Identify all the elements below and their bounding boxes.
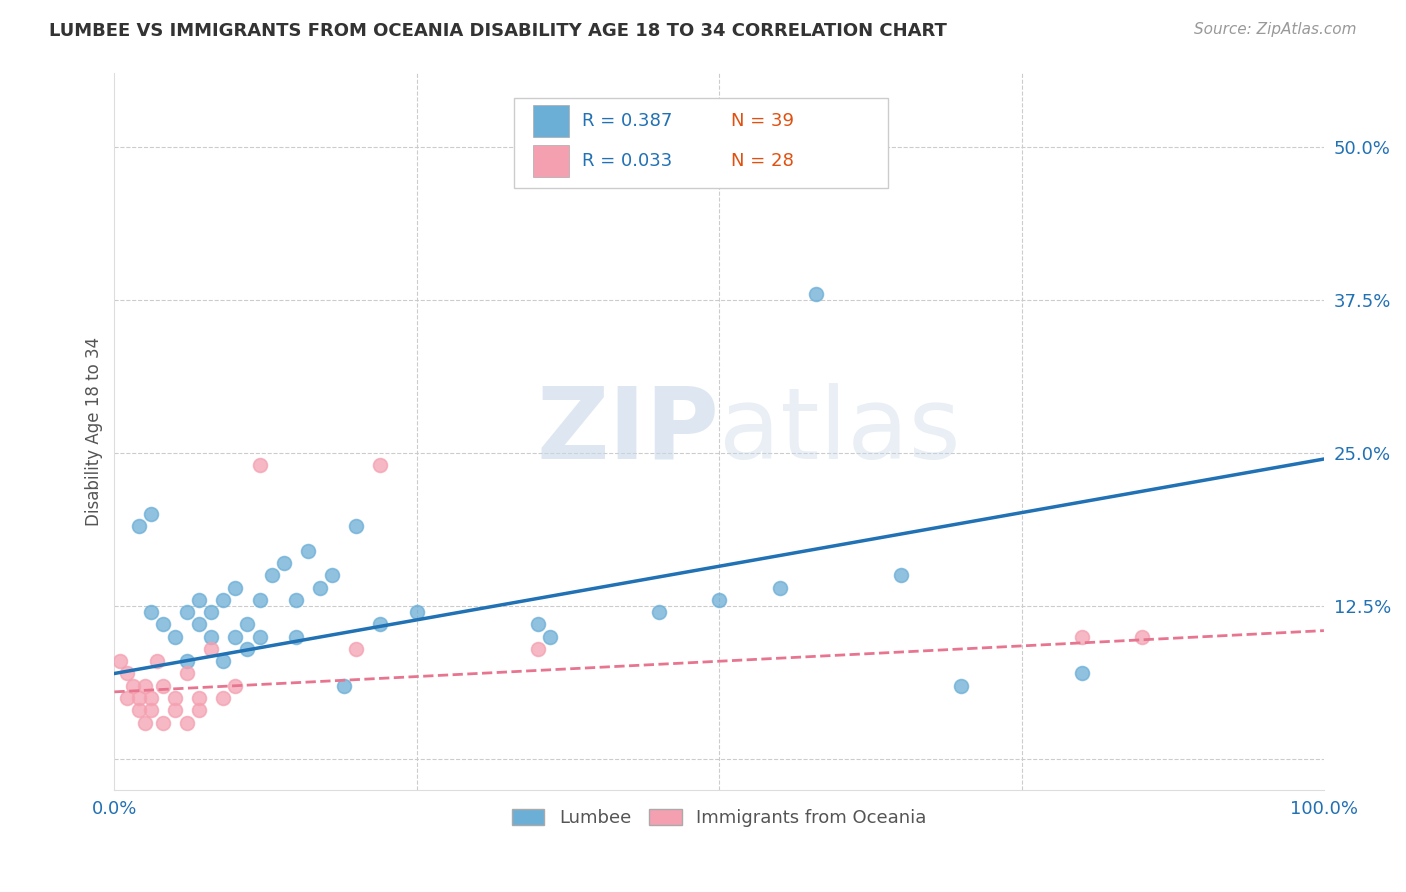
Point	[1132, 630, 1154, 644]
Point	[1071, 666, 1094, 681]
Point	[224, 679, 246, 693]
Text: R = 0.387: R = 0.387	[582, 112, 673, 130]
Point	[273, 556, 295, 570]
Text: atlas: atlas	[718, 383, 960, 480]
Point	[139, 605, 162, 619]
Point	[236, 617, 259, 632]
Point	[115, 691, 138, 706]
Point	[128, 691, 150, 706]
Point	[284, 630, 307, 644]
Point	[890, 568, 912, 582]
Point	[212, 691, 235, 706]
Point	[176, 666, 198, 681]
Legend: Lumbee, Immigrants from Oceania: Lumbee, Immigrants from Oceania	[505, 802, 934, 835]
Point	[128, 519, 150, 533]
Point	[176, 715, 198, 730]
Point	[284, 593, 307, 607]
Point	[707, 593, 730, 607]
Text: LUMBEE VS IMMIGRANTS FROM OCEANIA DISABILITY AGE 18 TO 34 CORRELATION CHART: LUMBEE VS IMMIGRANTS FROM OCEANIA DISABI…	[49, 22, 948, 40]
Point	[152, 617, 174, 632]
Text: N = 28: N = 28	[731, 152, 794, 169]
Point	[176, 654, 198, 668]
Point	[128, 703, 150, 717]
Point	[134, 679, 156, 693]
Text: N = 39: N = 39	[731, 112, 794, 130]
Point	[188, 617, 211, 632]
Point	[769, 581, 792, 595]
Point	[321, 568, 343, 582]
Point	[134, 715, 156, 730]
Point	[224, 630, 246, 644]
Point	[538, 630, 561, 644]
Point	[333, 679, 356, 693]
Point	[188, 691, 211, 706]
Point	[370, 458, 392, 472]
Point	[152, 715, 174, 730]
Point	[212, 654, 235, 668]
Point	[344, 642, 367, 657]
Point	[526, 642, 548, 657]
Point	[200, 630, 222, 644]
FancyBboxPatch shape	[533, 105, 569, 137]
Point	[249, 593, 271, 607]
Y-axis label: Disability Age 18 to 34: Disability Age 18 to 34	[86, 337, 103, 526]
Point	[176, 605, 198, 619]
Point	[249, 458, 271, 472]
Point	[405, 605, 427, 619]
Point	[647, 605, 669, 619]
Text: ZIP: ZIP	[536, 383, 718, 480]
Text: Source: ZipAtlas.com: Source: ZipAtlas.com	[1194, 22, 1357, 37]
Point	[145, 654, 167, 668]
Point	[1071, 630, 1094, 644]
Point	[139, 507, 162, 521]
Point	[297, 544, 319, 558]
Point	[212, 593, 235, 607]
Point	[344, 519, 367, 533]
Point	[110, 654, 132, 668]
Point	[188, 703, 211, 717]
Point	[121, 679, 143, 693]
Text: R = 0.033: R = 0.033	[582, 152, 672, 169]
Point	[139, 691, 162, 706]
Point	[370, 617, 392, 632]
Point	[309, 581, 332, 595]
Point	[804, 286, 827, 301]
Point	[224, 581, 246, 595]
Point	[526, 617, 548, 632]
Point	[152, 679, 174, 693]
Point	[950, 679, 973, 693]
FancyBboxPatch shape	[513, 98, 889, 187]
Point	[163, 703, 186, 717]
Point	[163, 630, 186, 644]
Point	[200, 642, 222, 657]
Point	[200, 605, 222, 619]
Point	[260, 568, 283, 582]
FancyBboxPatch shape	[533, 145, 569, 177]
Point	[115, 666, 138, 681]
Point	[188, 593, 211, 607]
Point	[139, 703, 162, 717]
Point	[236, 642, 259, 657]
Point	[249, 630, 271, 644]
Point	[163, 691, 186, 706]
